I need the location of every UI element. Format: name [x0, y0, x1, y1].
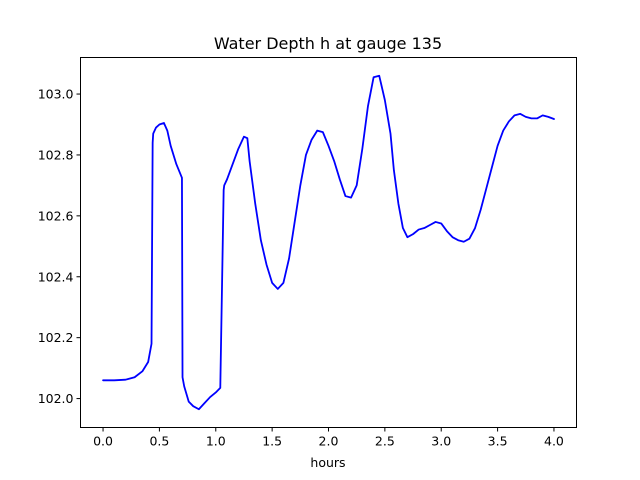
y-tick-label: 102.0 [38, 391, 74, 406]
x-tick-label: 4.0 [544, 434, 564, 449]
x-tick-label: 1.0 [206, 434, 226, 449]
series-line-0 [102, 74, 555, 411]
x-tick-label: 0.0 [93, 434, 113, 449]
x-tick-label: 3.5 [488, 434, 508, 449]
y-tick-label: 102.8 [38, 147, 74, 162]
y-tick-label: 102.6 [38, 208, 74, 223]
plot-frame [80, 57, 577, 428]
x-tick-label: 3.0 [431, 434, 451, 449]
y-axis: 102.0 102.2 102.4 102.6 102.8 103.0 [38, 87, 81, 406]
plot-area [102, 74, 555, 411]
x-tick-label: 1.5 [262, 434, 282, 449]
x-axis: 0.0 0.5 1.0 1.5 2.0 2.5 3.0 3.5 4.0 [93, 427, 564, 449]
x-tick-label: 2.5 [375, 434, 395, 449]
chart-title: Water Depth h at gauge 135 [214, 34, 442, 53]
y-tick-label: 102.4 [38, 269, 74, 284]
y-tick-label: 102.2 [38, 330, 74, 345]
x-axis-label: hours [310, 455, 345, 470]
y-tick-label: 103.0 [38, 87, 74, 102]
x-tick-label: 2.0 [319, 434, 339, 449]
x-tick-label: 0.5 [149, 434, 169, 449]
